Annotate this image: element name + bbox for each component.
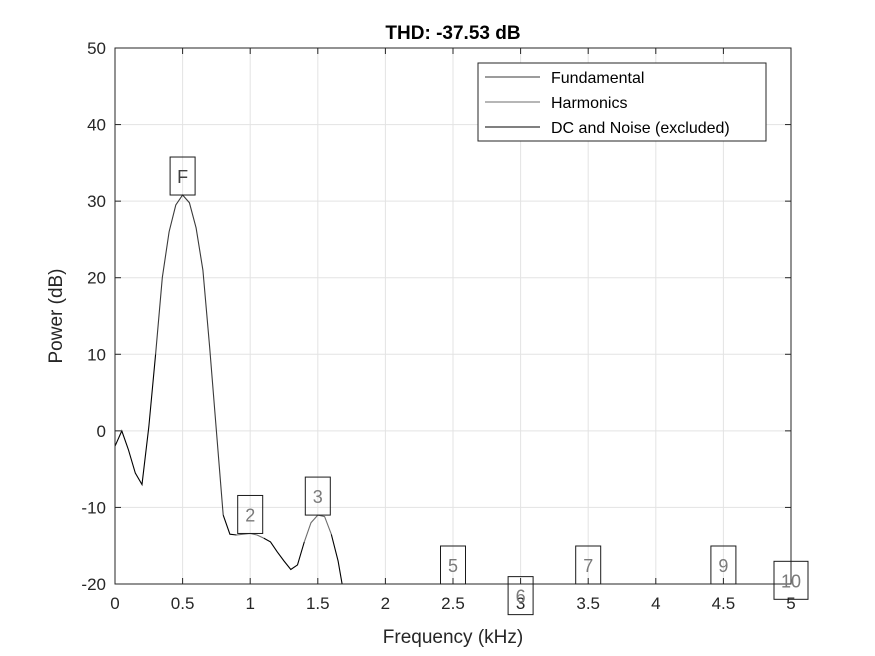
series-lines <box>114 194 343 585</box>
x-tick-label: 2 <box>381 594 390 613</box>
y-tick-label: 0 <box>97 422 106 441</box>
x-tick-label: 5 <box>786 594 795 613</box>
marker-box <box>237 494 264 534</box>
x-tick-label: 1.5 <box>306 594 330 613</box>
y-tick-label: 40 <box>87 116 106 135</box>
harmonic-markers: F 2 3 5 6 7 9 10 <box>169 156 809 616</box>
marker-2: 2 <box>237 494 264 534</box>
y-tick-label: 50 <box>87 39 106 58</box>
x-tick-label: 1 <box>245 594 254 613</box>
x-tick-label: 0 <box>110 594 119 613</box>
legend-label-noise: DC and Noise (excluded) <box>551 120 730 137</box>
series-line-dc-and-noise-excluded <box>330 534 343 585</box>
series-line-dc-and-noise-excluded <box>222 514 237 536</box>
x-axis-label: Frequency (kHz) <box>383 627 523 648</box>
marker-3: 3 <box>304 476 331 516</box>
marker-box <box>773 560 809 600</box>
marker-box <box>507 576 534 616</box>
marker-label: 9 <box>718 556 728 576</box>
marker-box <box>304 476 331 516</box>
legend: Fundamental Harmonics DC and Noise (excl… <box>477 62 767 142</box>
series-line-dc-and-noise-excluded <box>263 537 305 571</box>
legend-label-fundamental: Fundamental <box>551 70 644 87</box>
y-tick-label: 20 <box>87 269 106 288</box>
marker-box <box>169 156 196 196</box>
x-tick-label: 3 <box>516 594 525 613</box>
series-line-dc-and-noise-excluded <box>114 354 157 487</box>
marker-label: 3 <box>313 487 323 507</box>
chart-title: THD: -37.53 dB <box>385 23 520 44</box>
marker-box <box>710 545 737 585</box>
y-tick-label: 10 <box>87 345 106 364</box>
marker-label: F <box>177 167 188 187</box>
marker-9: 9 <box>710 545 737 585</box>
y-tick-label: -20 <box>81 575 106 594</box>
marker-5: 5 <box>440 545 466 585</box>
axis-ticks: 0 0.5 1 1.5 2 2.5 3 3.5 4 4.5 5 -20 -10 0 10 20 30 40 50 <box>81 39 795 613</box>
marker-label: 6 <box>516 587 526 607</box>
marker-7: 7 <box>575 545 602 585</box>
marker-label: 2 <box>245 505 255 525</box>
y-tick-label: -10 <box>81 498 106 517</box>
marker-F: F <box>169 156 196 196</box>
marker-label: 10 <box>781 571 801 591</box>
x-tick-label: 2.5 <box>441 594 465 613</box>
series-line-fundamental <box>155 194 224 516</box>
marker-box <box>575 545 602 585</box>
x-tick-label: 3.5 <box>576 594 600 613</box>
x-tick-label: 4.5 <box>712 594 736 613</box>
x-tick-label: 4 <box>651 594 660 613</box>
marker-label: 7 <box>583 556 593 576</box>
marker-box <box>440 545 466 585</box>
y-axis-label: Power (dB) <box>46 268 67 363</box>
marker-10: 10 <box>773 560 809 600</box>
marker-label: 5 <box>448 556 458 576</box>
legend-label-harmonics: Harmonics <box>551 95 627 112</box>
marker-6: 6 <box>507 576 534 616</box>
y-tick-label: 30 <box>87 192 106 211</box>
x-tick-label: 0.5 <box>171 594 195 613</box>
